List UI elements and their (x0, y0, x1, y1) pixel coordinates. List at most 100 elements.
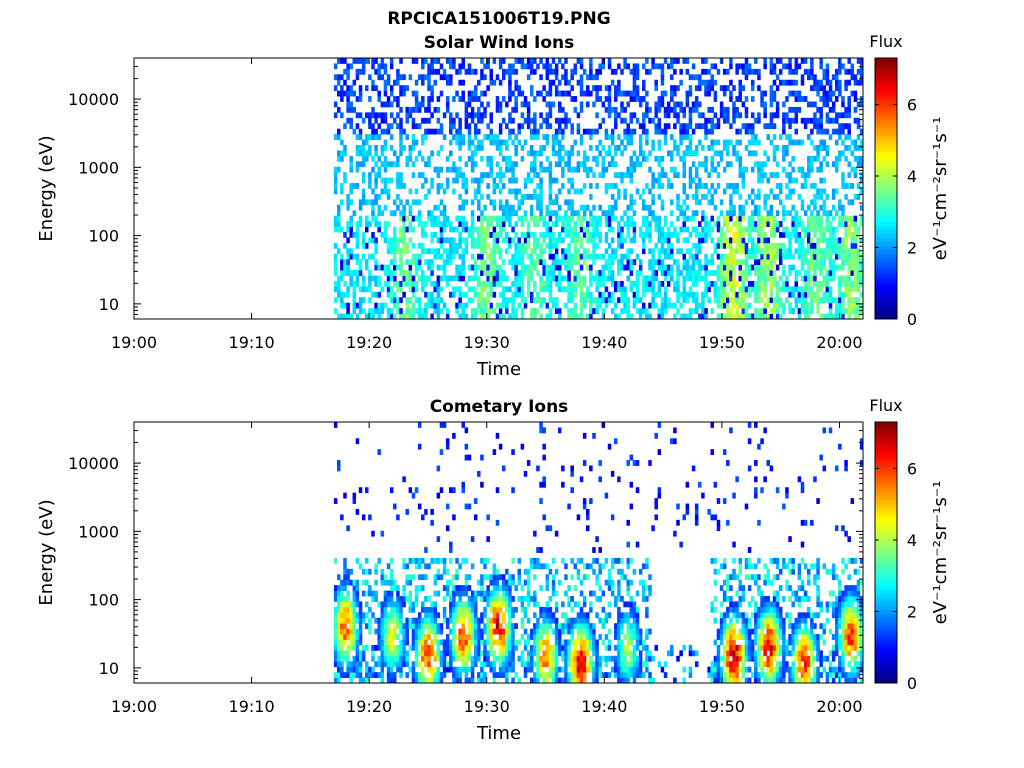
spectrogram-cell (567, 313, 571, 320)
spectrogram-cell (414, 215, 419, 222)
spectrogram-cell (760, 286, 764, 293)
spectrogram-cell (670, 96, 674, 102)
spectrogram-cell (831, 204, 836, 211)
spectrogram-cell (564, 221, 568, 227)
spectrogram-cell (383, 117, 388, 124)
spectrogram-cell (380, 308, 385, 314)
spectrogram-cell (361, 617, 366, 624)
spectrogram-cell (461, 612, 466, 619)
spectrogram-cell (377, 112, 381, 119)
spectrogram-cell (735, 221, 739, 227)
spectrogram-cell (847, 259, 851, 266)
spectrogram-cell (445, 639, 450, 646)
spectrogram-cell (738, 172, 743, 179)
spectrogram-cell (722, 237, 727, 244)
spectrogram-cell (458, 63, 462, 70)
spectrogram-cell (825, 215, 830, 222)
spectrogram-cell (337, 601, 341, 608)
spectrogram-cell (782, 308, 786, 314)
spectrogram-cell (859, 155, 864, 162)
spectrogram-cell (772, 308, 777, 314)
spectrogram-cell (489, 280, 494, 287)
spectrogram-cell (828, 286, 833, 293)
spectrogram-cell (548, 79, 553, 86)
spectrogram-cell (772, 215, 777, 222)
spectrogram-cell (414, 677, 419, 684)
spectrogram-cell (766, 275, 771, 282)
spectrogram-cell (492, 139, 497, 146)
colorbar-segment (875, 70, 897, 75)
spectrogram-cell (726, 183, 730, 189)
spectrogram-cell (673, 286, 677, 293)
spectrogram-cell (551, 253, 556, 260)
spectrogram-cell (405, 242, 409, 249)
spectrogram-cell (548, 253, 553, 260)
spectrogram-cell (670, 58, 674, 64)
spectrogram-cell (349, 199, 353, 206)
spectrogram-cell (421, 242, 425, 249)
spectrogram-cell (754, 248, 758, 255)
spectrogram-cell (526, 264, 531, 271)
spectrogram-cell (729, 96, 733, 102)
spectrogram-cell (470, 596, 475, 602)
spectrogram-cell (573, 221, 578, 227)
spectrogram-cell (377, 264, 381, 271)
spectrogram-cell (785, 248, 789, 255)
spectrogram-cell (526, 270, 531, 276)
spectrogram-cell (442, 617, 447, 624)
spectrogram-cell (660, 155, 665, 162)
spectrogram-cell (477, 672, 481, 678)
spectrogram-cell (828, 242, 833, 249)
spectrogram-cell (557, 232, 562, 238)
spectrogram-cell (810, 166, 814, 173)
spectrogram-cell (449, 242, 453, 249)
spectrogram-cell (539, 242, 543, 249)
spectrogram-cell (754, 210, 758, 217)
spectrogram-cell (495, 242, 500, 249)
spectrogram-cell (806, 74, 811, 81)
spectrogram-cell (816, 79, 820, 86)
spectrogram-cell (610, 215, 615, 222)
spectrogram-cell (673, 302, 677, 309)
spectrogram-cell (800, 172, 805, 179)
spectrogram-cell (626, 302, 630, 309)
spectrogram-cell (635, 297, 640, 304)
spectrogram-cell (604, 96, 609, 102)
spectrogram-cell (834, 74, 839, 81)
spectrogram-cell (704, 183, 708, 189)
spectrogram-cell (368, 297, 372, 304)
spectrogram-cell (645, 134, 649, 140)
spectrogram-cell (380, 672, 385, 678)
spectrogram-cell (374, 172, 378, 179)
spectrogram-cell (701, 302, 705, 309)
spectrogram-cell (433, 628, 437, 635)
spectrogram-cell (554, 215, 559, 222)
spectrogram-cell (374, 308, 378, 314)
spectrogram-cell (651, 280, 655, 287)
spectrogram-cell (352, 655, 357, 662)
spectrogram-cell (685, 123, 690, 130)
spectrogram-cell (470, 612, 475, 619)
spectrogram-cell (642, 123, 646, 130)
spectrogram-cell (346, 106, 350, 113)
spectrogram-cell (449, 590, 453, 597)
spectrogram-cell (477, 623, 481, 630)
spectrogram-cell (343, 259, 347, 266)
spectrogram-cell (480, 596, 484, 602)
spectrogram-cell (760, 270, 764, 276)
spectrogram-cell (427, 210, 431, 217)
spectrogram-cell (657, 128, 662, 135)
spectrogram-cell (461, 590, 466, 597)
spectrogram-cell (386, 308, 391, 314)
spectrogram-cell (722, 242, 727, 249)
spectrogram-cell (607, 297, 612, 304)
spectrogram-cell (489, 112, 494, 119)
spectrogram-cell (365, 579, 369, 586)
spectrogram-cell (380, 650, 385, 657)
spectrogram-cell (750, 226, 755, 233)
spectrogram-cell (389, 259, 394, 266)
spectrogram-cell (604, 188, 609, 195)
spectrogram-cell (726, 264, 730, 271)
colorbar-segment (875, 90, 897, 96)
spectrogram-cell (610, 308, 615, 314)
